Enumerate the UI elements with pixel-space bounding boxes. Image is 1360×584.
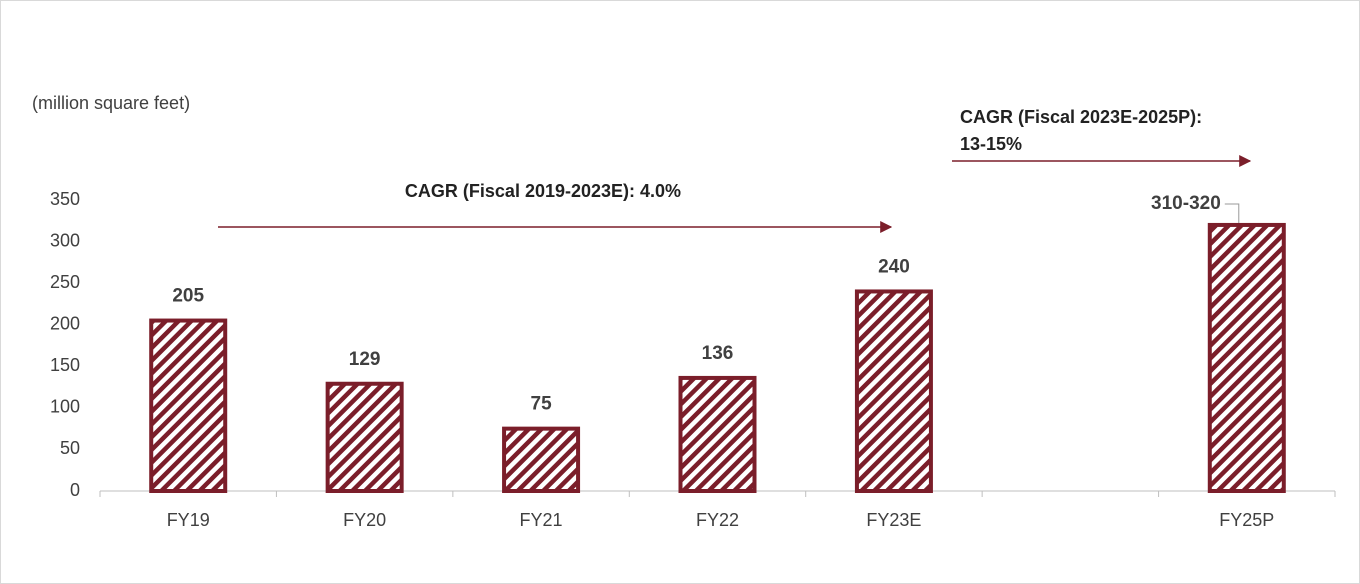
annotation: 13-15% bbox=[960, 134, 1022, 154]
x-tick-label: FY21 bbox=[520, 510, 563, 530]
bar bbox=[149, 318, 228, 493]
y-tick-label: 0 bbox=[70, 480, 80, 500]
annotation: CAGR (Fiscal 2019-2023E): 4.0% bbox=[405, 181, 681, 201]
value-label: 129 bbox=[349, 349, 381, 370]
y-tick-label: 50 bbox=[60, 438, 80, 458]
y-tick-label: 250 bbox=[50, 272, 80, 292]
x-tick-label: FY22 bbox=[696, 510, 739, 530]
value-label: 136 bbox=[702, 343, 734, 364]
x-tick-label: FY19 bbox=[167, 510, 210, 530]
value-label: 240 bbox=[878, 256, 910, 277]
x-tick-label: FY23E bbox=[866, 510, 921, 530]
x-tick-label: FY20 bbox=[343, 510, 386, 530]
bar bbox=[325, 381, 404, 494]
annotation: CAGR (Fiscal 2023E-2025P): bbox=[960, 107, 1202, 127]
y-axis-label: (million square feet) bbox=[32, 93, 190, 113]
value-label: 75 bbox=[531, 394, 553, 415]
bar bbox=[502, 426, 581, 493]
y-tick-label: 350 bbox=[50, 189, 80, 209]
leader-line bbox=[1224, 203, 1240, 223]
bar bbox=[1207, 222, 1286, 493]
y-tick-label: 150 bbox=[50, 355, 80, 375]
value-label: 205 bbox=[172, 286, 204, 307]
bar bbox=[854, 289, 933, 494]
y-tick-label: 200 bbox=[50, 313, 80, 333]
y-tick-label: 300 bbox=[50, 230, 80, 250]
x-tick-label: FY25P bbox=[1219, 510, 1274, 530]
bar bbox=[678, 375, 757, 494]
value-label: 310-320 bbox=[1151, 193, 1221, 214]
y-tick-label: 100 bbox=[50, 397, 80, 417]
